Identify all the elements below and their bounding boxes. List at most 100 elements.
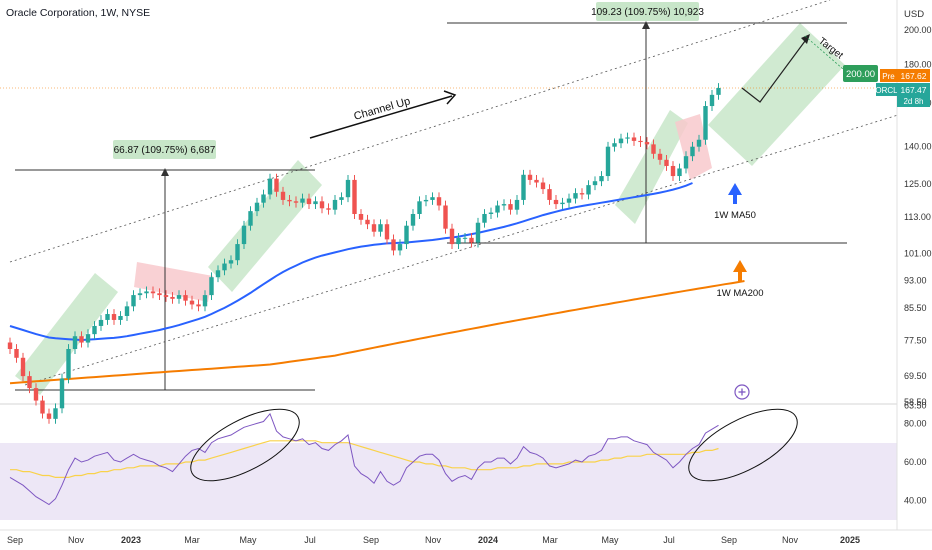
time-tick-label: 2025	[840, 535, 860, 545]
price-tick-label: 140.00	[904, 142, 932, 152]
candle-body	[540, 182, 546, 190]
candle-body	[670, 165, 676, 177]
add-indicator-icon[interactable]	[734, 384, 750, 400]
candle-body	[547, 189, 552, 200]
pre-price-tag: Pre 167.62	[880, 69, 930, 82]
candle-body	[488, 212, 494, 214]
ma50-line	[9, 182, 693, 342]
measure-right-label: 109.23 (109.75%) 10,923	[591, 2, 704, 21]
price-tick-label: 125.00	[904, 179, 932, 189]
candle-body	[690, 146, 695, 157]
measure-right	[447, 21, 847, 244]
projection-path	[741, 36, 809, 103]
candle-body	[241, 225, 247, 245]
time-tick-label: Sep	[7, 535, 23, 545]
channel-upper-line	[9, 0, 831, 263]
candle-body	[157, 293, 162, 296]
rsi-tick-label: 40.00	[904, 496, 927, 506]
countdown-text: 2d 8h	[903, 97, 923, 106]
candle-body	[40, 400, 45, 414]
candle-body	[514, 199, 520, 210]
time-tick-label: Mar	[184, 535, 200, 545]
candle-body	[345, 179, 351, 198]
candle-body	[573, 193, 578, 199]
candle-body	[111, 314, 117, 320]
price-tick-label: 58.50	[904, 397, 927, 407]
projection-arrow	[801, 34, 810, 44]
candles	[7, 83, 721, 424]
time-tick-label: 2024	[478, 535, 498, 545]
candle-body	[534, 179, 539, 183]
channel	[9, 0, 899, 386]
candle-body	[27, 376, 32, 389]
candle-body	[566, 198, 572, 203]
trend-arrow	[309, 95, 453, 139]
candle-body	[618, 138, 624, 144]
candle-body	[631, 137, 637, 141]
candle-body	[300, 198, 305, 203]
measure-arrow	[642, 21, 650, 29]
candle-body	[14, 348, 19, 358]
time-tick-label: May	[601, 535, 619, 545]
candle-body	[20, 357, 26, 377]
ma200-label: 1W MA200	[717, 288, 764, 299]
candle-body	[560, 202, 565, 205]
candle-body	[521, 174, 526, 200]
candle-body	[475, 222, 481, 243]
candle-body	[72, 336, 78, 349]
candle-body	[365, 219, 370, 225]
rsi-tick-label: 80.00	[904, 418, 927, 428]
price-tick-label: 200.00	[904, 25, 932, 35]
time-tick-label: 2023	[121, 535, 141, 545]
candle-body	[59, 378, 65, 409]
candle-body	[612, 143, 617, 147]
target-price-text: 200.00	[846, 69, 875, 80]
candle-body	[267, 178, 273, 195]
time-tick-label: Jul	[304, 535, 316, 545]
candle-body	[326, 208, 331, 210]
candle-body	[625, 137, 630, 139]
candle-body	[105, 314, 110, 320]
candle-body	[423, 199, 429, 202]
rsi-axis: 80.00 60.00 40.00	[904, 418, 927, 505]
price-tick-label: 77.50	[904, 335, 927, 345]
last-price-tag: ORCL 167.47 2d 8h	[875, 83, 930, 107]
candle-body	[469, 237, 474, 243]
candle-body	[501, 204, 507, 206]
candle-body	[436, 197, 442, 206]
candle-body	[332, 199, 338, 210]
candle-body	[306, 198, 312, 205]
measure-left	[15, 168, 315, 391]
measure-left-text: 66.87 (109.75%) 6,687	[114, 145, 216, 156]
candle-body	[98, 319, 104, 326]
candle-body	[339, 197, 344, 200]
measure-arrow	[161, 168, 169, 176]
candle-body	[46, 413, 52, 419]
candle-body	[462, 237, 468, 239]
last-price-text: 167.47	[901, 85, 927, 95]
rsi-band	[0, 443, 897, 520]
green-zone	[615, 110, 688, 224]
candle-body	[137, 293, 143, 296]
candle-body	[118, 315, 123, 320]
green-zone	[708, 23, 845, 166]
candle-body	[404, 225, 409, 245]
price-tick-label: 63.50	[904, 401, 927, 411]
candle-body	[66, 348, 71, 379]
candle-body	[85, 334, 91, 343]
candle-body	[124, 306, 130, 316]
candle-body	[527, 174, 533, 180]
candle-body	[144, 291, 149, 294]
candle-body	[430, 197, 435, 200]
candle-body	[170, 296, 175, 299]
candle-body	[79, 336, 84, 343]
candle-body	[7, 342, 13, 349]
rsi-line	[9, 412, 719, 506]
candle-body	[391, 239, 396, 251]
currency-label: USD	[904, 9, 924, 20]
candle-body	[449, 228, 455, 245]
candle-body	[235, 244, 240, 261]
time-tick-label: May	[239, 535, 257, 545]
pre-tag-text: Pre	[882, 72, 895, 81]
ma50-label: 1W MA50	[714, 210, 756, 221]
